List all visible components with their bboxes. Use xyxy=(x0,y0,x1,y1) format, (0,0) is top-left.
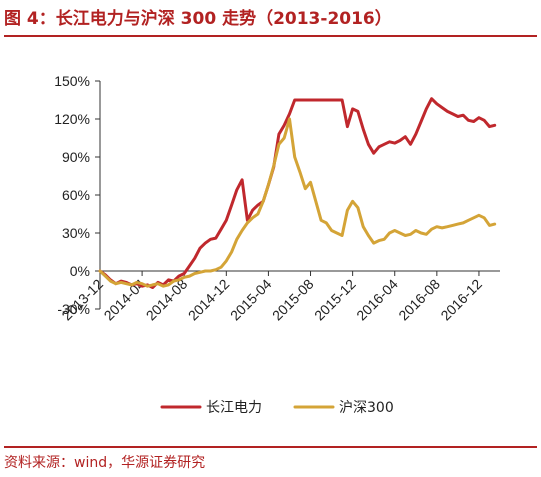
y-tick-label: 150% xyxy=(54,73,90,89)
x-tick-label: 2015-04 xyxy=(227,276,275,324)
x-tick-label: 2014-12 xyxy=(185,276,233,324)
y-tick-label: 30% xyxy=(62,225,90,241)
y-tick-label: -30% xyxy=(57,301,90,317)
title-divider xyxy=(4,35,537,37)
chart-title: 图 4：长江电力与沪深 300 走势（2013-2016） xyxy=(4,9,392,29)
line-chart: -30%0%30%60%90%120%150%2013-122014-04201… xyxy=(54,73,500,416)
series-line-1 xyxy=(98,97,497,289)
y-tick-label: 60% xyxy=(62,187,90,203)
x-tick-label: 2016-04 xyxy=(353,276,401,324)
x-tick-label: 2016-12 xyxy=(437,276,485,324)
series-line-2 xyxy=(98,117,497,288)
y-tick-label: 0% xyxy=(70,263,90,279)
y-tick-label: 120% xyxy=(54,111,90,127)
x-tick-label: 2015-08 xyxy=(269,276,317,324)
x-tick-label: 2016-08 xyxy=(395,276,443,324)
source-note: 资料来源：wind，华源证券研究 xyxy=(4,455,206,471)
y-tick-label: 90% xyxy=(62,149,90,165)
x-tick-label: 2015-12 xyxy=(311,276,359,324)
source-divider xyxy=(4,446,537,448)
legend-label-1: 长江电力 xyxy=(206,400,262,416)
legend-label-2: 沪深300 xyxy=(339,400,394,416)
